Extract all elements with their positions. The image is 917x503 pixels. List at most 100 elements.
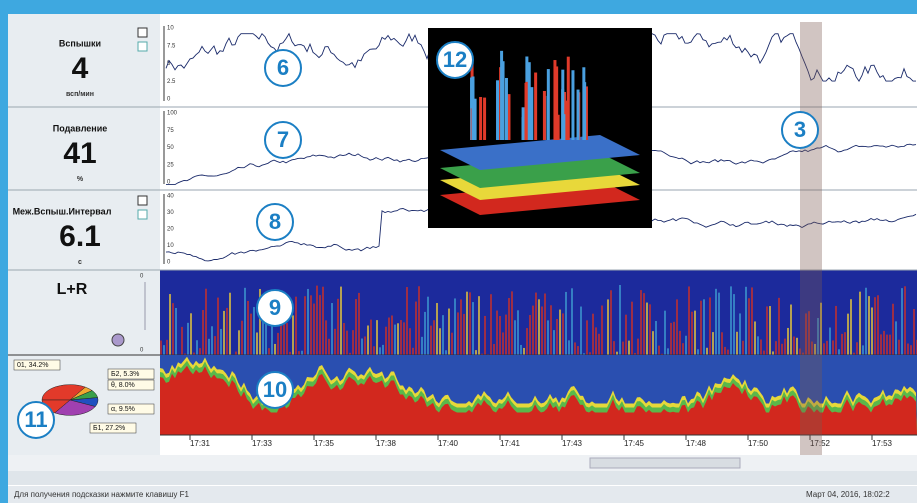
inset-spike [524, 82, 528, 140]
spectrogram-streak [184, 353, 186, 355]
spectrogram-streak [538, 299, 540, 355]
spectrogram-streak [865, 287, 867, 355]
y-tick-label: 75 [167, 128, 174, 134]
spectrogram-streak [694, 310, 696, 355]
spectrogram-streak [343, 323, 345, 355]
spectrogram-streak [268, 348, 270, 355]
spectrogram-streak [169, 294, 171, 355]
spectrogram-streak [361, 338, 363, 355]
spectrogram-streak [163, 345, 165, 355]
pie-label-box [107, 379, 155, 391]
spectrogram-streak [721, 332, 723, 355]
status-bar [8, 486, 917, 503]
panel-label: Подавление [53, 123, 108, 133]
spectrogram-streak [175, 307, 177, 355]
inset-spike [473, 98, 477, 140]
spectrogram-streak [520, 344, 522, 355]
content: Вспышки 4 всп/мин 10 7.5 5 2.5 0 Подавление 41% 10… [8, 22, 917, 455]
spectrogram-streak [799, 348, 801, 355]
spectrogram-streak [280, 322, 282, 355]
spectrogram-streak [577, 346, 579, 355]
spectrogram-streak [712, 332, 714, 355]
spectrogram-streak [757, 336, 759, 355]
time-label: 17:31 [190, 439, 211, 448]
y-tick-label: 0 [167, 260, 171, 266]
spectrogram-streak [187, 322, 189, 355]
spectrogram-streak [631, 301, 633, 355]
spectrogram-streak [907, 343, 909, 355]
spectrogram-streak [340, 286, 342, 355]
toggle-button[interactable] [137, 27, 148, 38]
spectrogram-streak [307, 288, 309, 355]
spectrogram-streak [271, 326, 273, 355]
time-label: 17:38 [376, 439, 397, 448]
spectrogram-streak [835, 305, 837, 355]
toggle-button[interactable] [137, 209, 148, 220]
spectrogram-streak [547, 320, 549, 355]
spectrogram-streak [289, 351, 291, 355]
inset-spike [500, 50, 504, 140]
spectrogram-streak [211, 326, 213, 355]
toggle-button[interactable] [137, 195, 148, 206]
inset-spike [584, 86, 588, 140]
callout-number: 9 [269, 295, 281, 320]
inset-spike [534, 72, 538, 140]
spectrogram-streak [475, 350, 477, 355]
panel-value: 6.1 [59, 220, 101, 253]
callout-number: 7 [277, 127, 289, 152]
inset-spike [556, 114, 560, 140]
spectrogram-streak [451, 332, 453, 355]
panel-unit: всп/мин [66, 91, 94, 98]
spectrogram-streak [328, 338, 330, 355]
spectrogram-streak [235, 351, 237, 355]
spectrogram-streak [265, 305, 267, 355]
spectrogram-streak [481, 353, 483, 355]
y-tick-label: 2.5 [167, 79, 176, 85]
spectrogram-streak [772, 351, 774, 355]
spectrogram-streak [196, 340, 198, 355]
spectrogram-streak [736, 331, 738, 355]
spectrogram-streak [214, 336, 216, 355]
spectrogram-streak [775, 341, 777, 355]
dsa-band [160, 365, 917, 435]
time-label: 17:53 [872, 439, 893, 448]
spectrogram-streak [862, 345, 864, 355]
spectrogram-streak [484, 315, 486, 355]
spectrogram-streak [670, 322, 672, 355]
toggle-button[interactable] [137, 41, 148, 52]
spectrogram-streak [457, 312, 459, 355]
inset-spike [521, 107, 525, 140]
spectrogram-streak [679, 330, 681, 355]
spectrogram-streak [871, 307, 873, 355]
time-label: 17:41 [500, 439, 521, 448]
y-tick-label: 0 [167, 97, 171, 103]
spectrogram-streak [754, 321, 756, 355]
pie-label: α, 9.5% [111, 406, 135, 413]
scroll-thumb[interactable] [589, 457, 741, 469]
spectrogram-streak [805, 313, 807, 355]
inset-layer [440, 153, 640, 188]
spectrogram-streak [697, 349, 699, 355]
spectrogram-streak [868, 296, 870, 355]
spectrogram-streak [385, 326, 387, 355]
time-cursor[interactable] [800, 22, 822, 455]
spectrogram-streak [277, 332, 279, 355]
spectrogram-streak [556, 318, 558, 355]
spectrogram-streak [514, 320, 516, 355]
spectrogram-streak [544, 293, 546, 355]
spectrogram-streak [634, 352, 636, 355]
spectrogram-streak [583, 353, 585, 355]
spectrogram-streak [595, 327, 597, 355]
spectrogram-streak [643, 293, 645, 355]
lr-label: L+R [57, 281, 88, 298]
spectrogram-streak [358, 292, 360, 355]
inset-spike [496, 80, 500, 140]
spectrogram-streak [478, 296, 480, 355]
inset-spike [530, 87, 534, 140]
spectrogram-streak [406, 287, 408, 355]
pie-label: θ, 8.0% [111, 382, 135, 389]
inset-spike [576, 89, 580, 140]
lr-scale: 0 [140, 274, 144, 280]
spectrogram-streak [373, 346, 375, 355]
spectrogram-streak [682, 343, 684, 355]
